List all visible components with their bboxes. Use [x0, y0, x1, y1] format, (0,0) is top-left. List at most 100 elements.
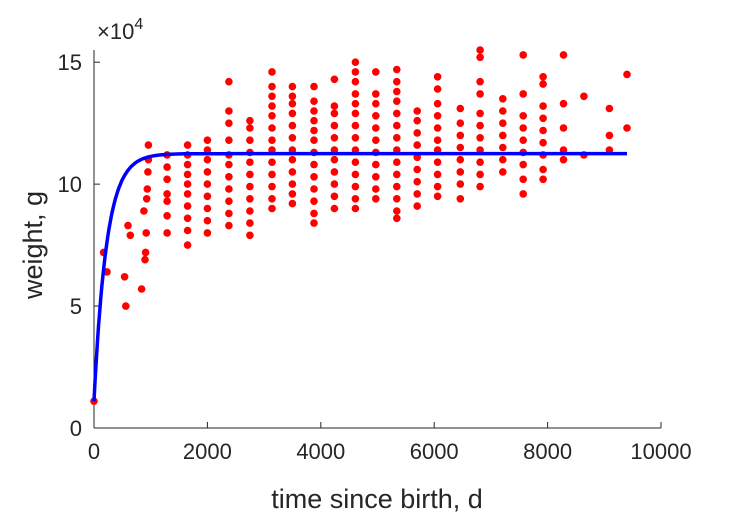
- data-point: [203, 180, 212, 188]
- data-point: [393, 158, 401, 166]
- data-point: [310, 209, 318, 218]
- data-point: [351, 77, 360, 86]
- data-point: [310, 185, 318, 193]
- data-point: [183, 160, 192, 169]
- data-point: [351, 121, 360, 130]
- data-point: [351, 134, 360, 142]
- data-point: [144, 168, 152, 176]
- y-axis-multiplier-base: ×10: [97, 19, 134, 44]
- data-point: [476, 121, 484, 130]
- data-point: [476, 109, 484, 118]
- data-point: [433, 158, 442, 166]
- data-point: [499, 155, 507, 164]
- data-point: [225, 209, 233, 218]
- data-point: [330, 204, 339, 213]
- data-point: [225, 107, 233, 115]
- data-point: [623, 70, 631, 79]
- data-point: [246, 182, 254, 191]
- data-point: [372, 112, 380, 120]
- data-point: [143, 185, 152, 193]
- data-point: [351, 195, 360, 203]
- data-point: [203, 146, 212, 154]
- data-point: [476, 134, 484, 142]
- data-point: [413, 165, 422, 174]
- data-point: [203, 229, 212, 237]
- data-point: [372, 136, 380, 144]
- data-point: [413, 129, 422, 137]
- data-point: [456, 131, 465, 140]
- data-point: [268, 92, 276, 101]
- y-tick-label: 0: [70, 416, 82, 441]
- data-point: [372, 185, 380, 193]
- data-point: [203, 216, 212, 225]
- data-point: [433, 170, 442, 179]
- data-point: [120, 273, 129, 281]
- data-point: [183, 170, 192, 179]
- data-point: [288, 168, 297, 176]
- data-point: [433, 124, 442, 132]
- x-tick-label: 6000: [410, 439, 459, 464]
- data-point: [433, 136, 442, 144]
- data-point: [310, 97, 318, 105]
- data-point: [499, 131, 507, 140]
- data-point: [268, 82, 276, 91]
- data-point: [519, 112, 527, 120]
- data-point: [605, 104, 614, 113]
- data-point: [183, 214, 192, 223]
- data-point: [476, 158, 484, 166]
- data-point: [559, 124, 568, 132]
- data-point: [225, 185, 233, 193]
- data-point: [456, 143, 465, 152]
- data-point: [330, 168, 339, 176]
- data-point: [163, 229, 171, 237]
- data-points: [90, 46, 631, 406]
- data-point: [372, 90, 380, 98]
- x-tick-label: 0: [88, 439, 100, 464]
- data-point: [246, 136, 254, 144]
- data-point: [559, 51, 568, 59]
- data-point: [351, 109, 360, 118]
- data-point: [141, 248, 150, 257]
- data-point: [288, 109, 297, 118]
- plot-area: 0 2000 4000 6000 8000 10000 0 5 10 15: [58, 46, 692, 464]
- data-point: [163, 175, 171, 184]
- data-point: [288, 82, 297, 91]
- data-point: [137, 285, 146, 293]
- data-point: [310, 82, 318, 91]
- data-point: [203, 168, 212, 176]
- data-point: [539, 126, 547, 135]
- data-point: [519, 51, 527, 59]
- data-point: [559, 155, 568, 164]
- data-point: [372, 124, 380, 132]
- data-point: [476, 90, 484, 98]
- data-point: [246, 158, 254, 166]
- data-point: [330, 75, 339, 84]
- data-point: [605, 131, 614, 140]
- data-point: [519, 136, 527, 144]
- data-point: [413, 177, 422, 186]
- data-point: [163, 197, 171, 205]
- data-point: [372, 68, 380, 76]
- data-point: [330, 192, 339, 201]
- data-point: [288, 199, 297, 208]
- data-point: [225, 160, 233, 169]
- data-point: [539, 165, 547, 174]
- data-point: [268, 112, 276, 120]
- data-point: [310, 126, 318, 135]
- data-point: [288, 99, 297, 108]
- data-point: [539, 175, 547, 184]
- data-point: [499, 143, 507, 152]
- data-point: [519, 124, 527, 132]
- data-point: [433, 192, 442, 201]
- data-point: [393, 170, 401, 179]
- data-point: [393, 77, 401, 86]
- x-ticks: 0 2000 4000 6000 8000 10000: [88, 422, 692, 464]
- fit-curve: [92, 151, 627, 402]
- data-point: [225, 221, 233, 230]
- data-point: [225, 119, 233, 127]
- data-point: [163, 163, 171, 171]
- data-point: [246, 219, 254, 227]
- data-point: [456, 168, 465, 176]
- data-point: [330, 102, 339, 110]
- data-point: [372, 160, 380, 169]
